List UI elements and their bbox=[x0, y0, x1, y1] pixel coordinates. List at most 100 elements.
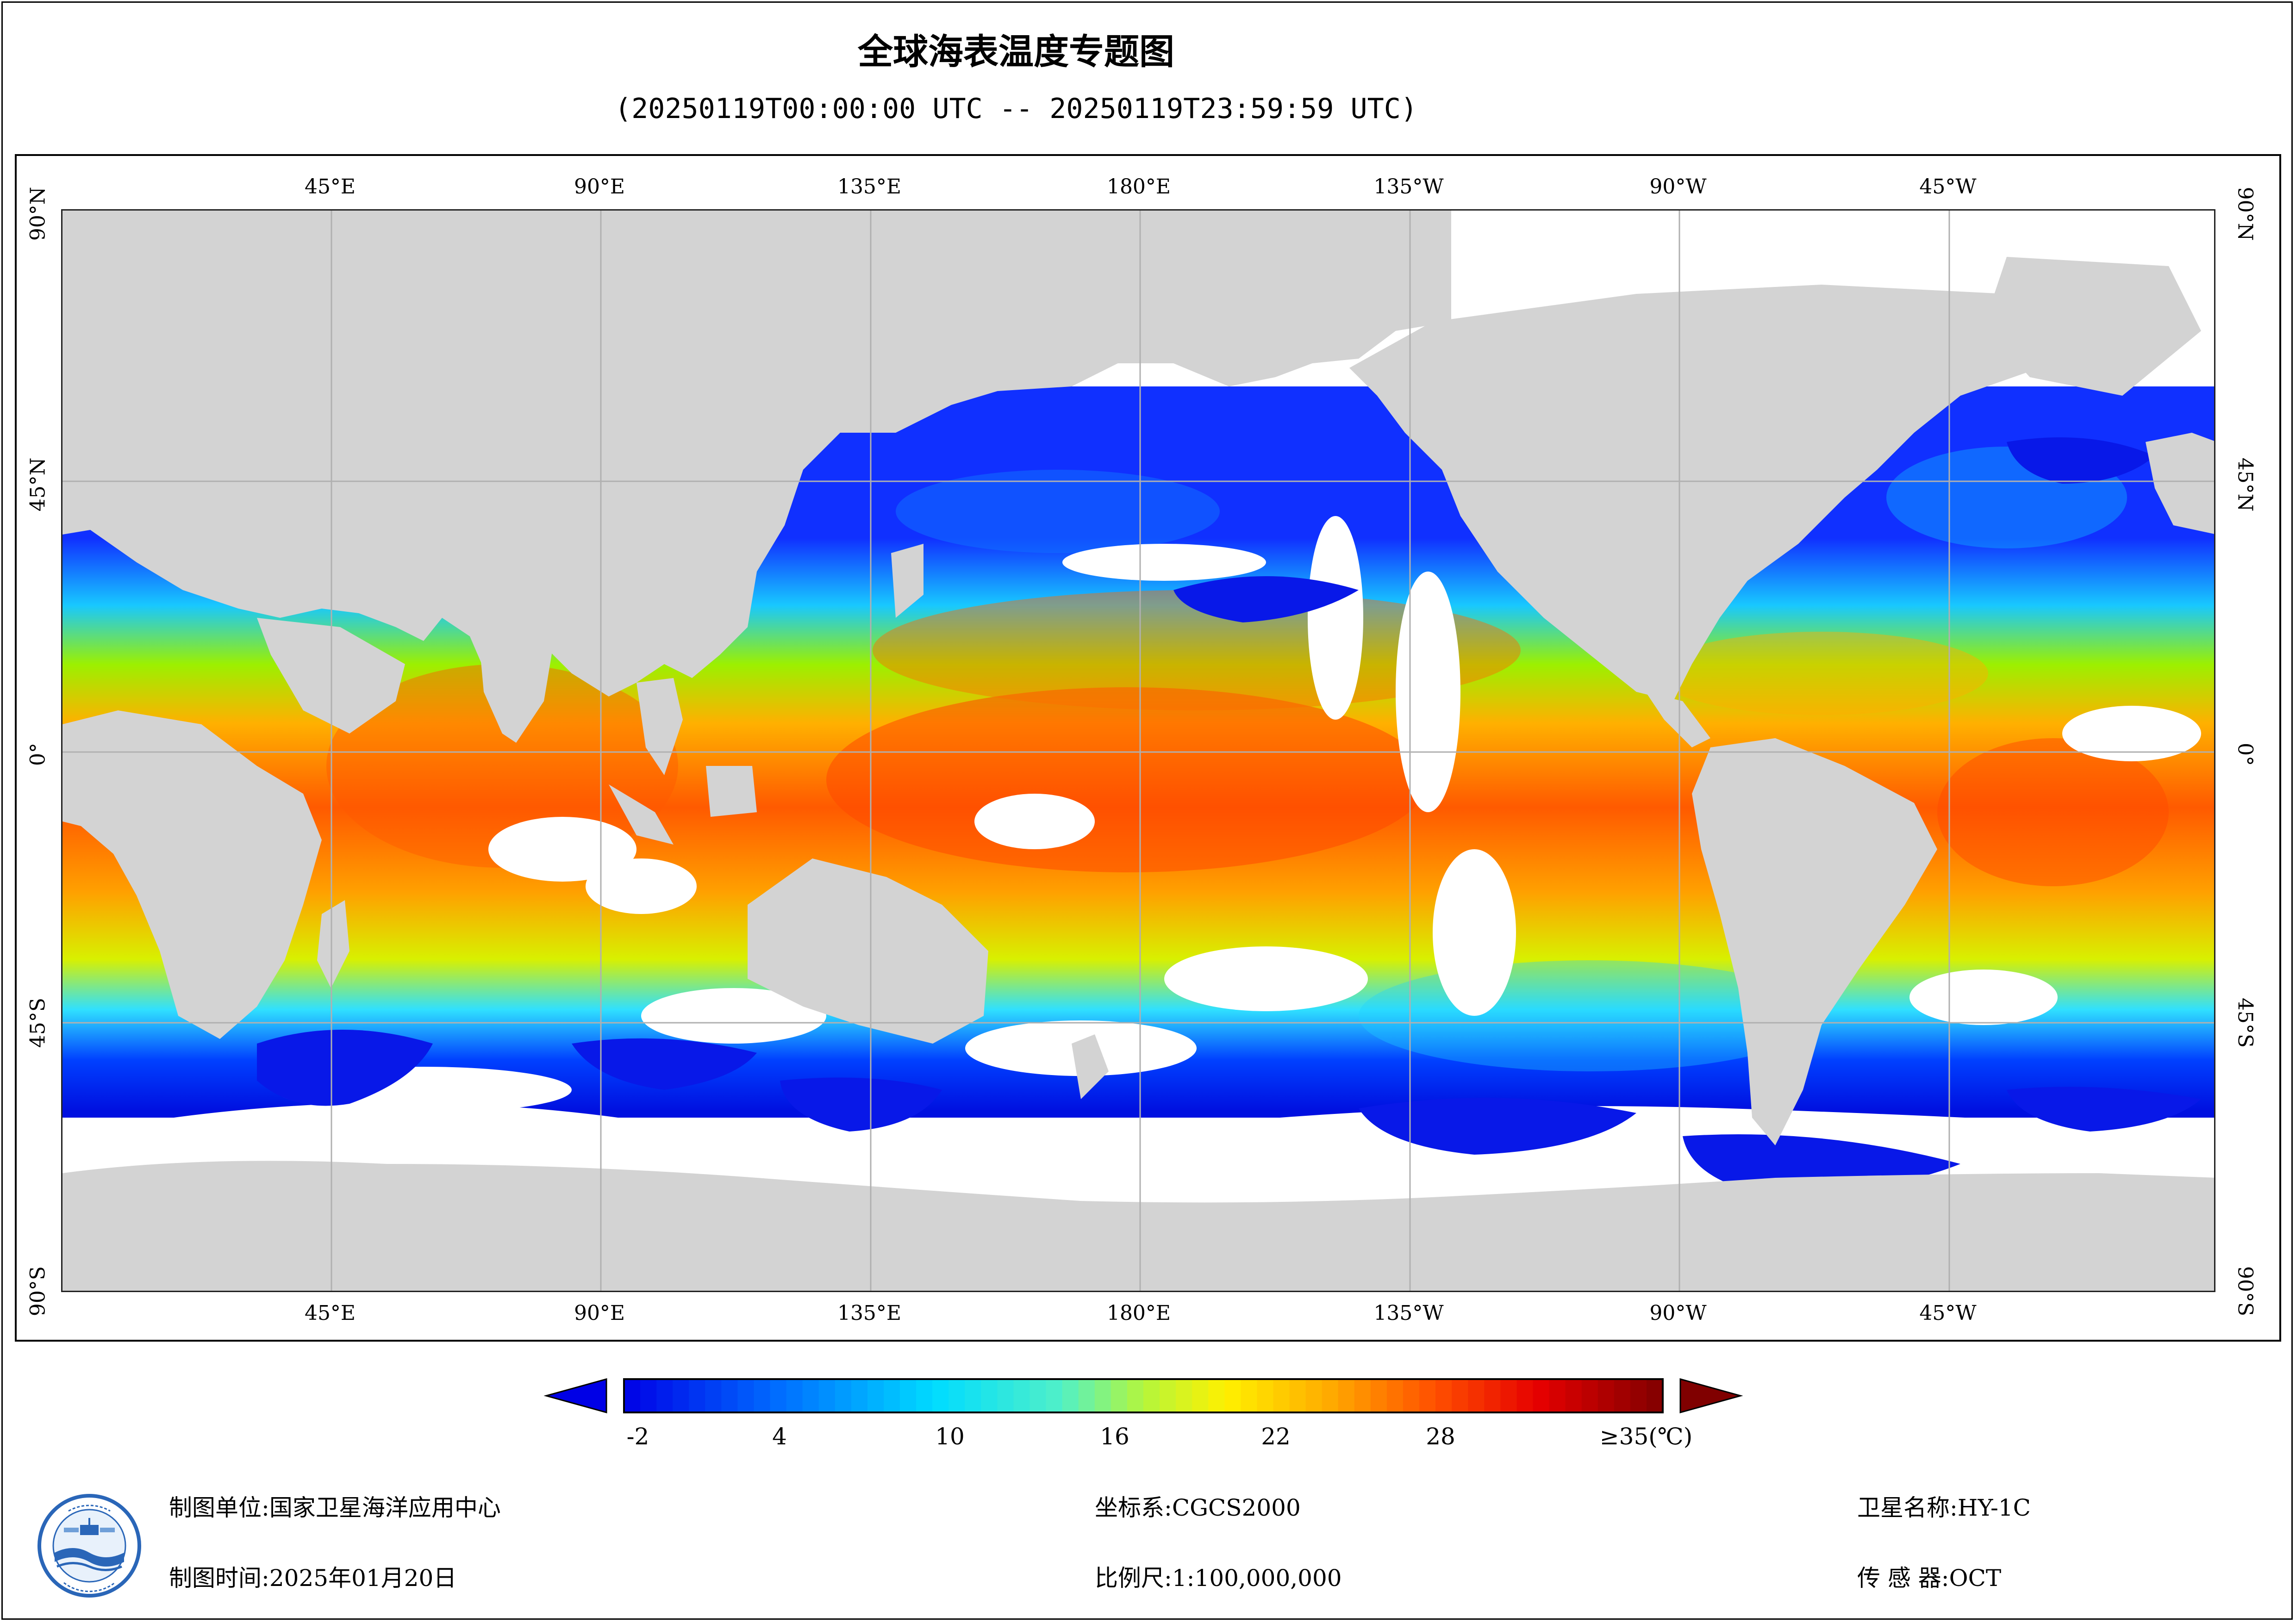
sensor-name: 传 感 器:OCT bbox=[1857, 1565, 2002, 1592]
satellite-name: 卫星名称:HY-1C bbox=[1857, 1494, 2031, 1521]
colorbar-tick-label: 10 bbox=[935, 1423, 965, 1450]
warm-band-north-atlantic bbox=[1655, 632, 1988, 715]
lon-label-top: 90°E bbox=[574, 175, 625, 199]
colorbar-segment bbox=[1386, 1379, 1404, 1412]
colorbar bbox=[542, 1374, 1745, 1444]
japan bbox=[891, 544, 923, 618]
colorbar-extend-low-arrow bbox=[543, 1378, 607, 1413]
coordinate-system: 坐标系:CGCS2000 bbox=[1095, 1494, 1301, 1521]
colorbar-tick-label: -2 bbox=[626, 1423, 649, 1450]
colorbar-segment bbox=[981, 1379, 998, 1412]
colorbar-segment bbox=[948, 1379, 965, 1412]
colorbar-segment bbox=[1143, 1379, 1160, 1412]
map-title: 全球海表温度专题图 bbox=[858, 31, 1174, 72]
greenland bbox=[1984, 257, 2201, 396]
colorbar-segment bbox=[1646, 1379, 1663, 1412]
colorbar-segment bbox=[851, 1379, 868, 1412]
logo-emblem bbox=[37, 1494, 141, 1598]
colorbar-segment bbox=[884, 1379, 900, 1412]
colorbar-segment bbox=[1111, 1379, 1128, 1412]
colorbar-segment bbox=[1370, 1379, 1387, 1412]
colorbar-segment bbox=[1176, 1379, 1192, 1412]
time-range-subtitle: (20250119T00:00:00 UTC -- 20250119T23:59… bbox=[615, 93, 1417, 125]
colorbar-segment bbox=[1452, 1379, 1468, 1412]
colorbar-segment bbox=[997, 1379, 1014, 1412]
colorbar-segment bbox=[1614, 1379, 1631, 1412]
africa bbox=[62, 710, 322, 1039]
lon-label-bottom: 45°W bbox=[1919, 1301, 1977, 1325]
colorbar-segment bbox=[900, 1379, 917, 1412]
colorbar-segment bbox=[1160, 1379, 1176, 1412]
colorbar-segment bbox=[656, 1379, 673, 1412]
warm-pool-atlantic bbox=[1937, 738, 2169, 886]
madagascar bbox=[317, 900, 349, 988]
central-america bbox=[1646, 692, 1710, 747]
colorbar-segment bbox=[835, 1379, 852, 1412]
colorbar-segment bbox=[1192, 1379, 1209, 1412]
colorbar-segment bbox=[1549, 1379, 1566, 1412]
lat-label-left: 45°S bbox=[26, 997, 50, 1048]
colorbar-extend-high-arrow bbox=[1679, 1378, 1743, 1413]
colorbar-segment bbox=[1630, 1379, 1647, 1412]
map-scale: 比例尺:1:100,000,000 bbox=[1095, 1565, 1342, 1592]
lon-label-bottom: 90°E bbox=[574, 1301, 625, 1325]
colorbar-segment bbox=[1403, 1379, 1420, 1412]
colorbar-segment bbox=[1354, 1379, 1371, 1412]
lon-label-bottom: 90°W bbox=[1649, 1301, 1707, 1325]
colorbar-segment bbox=[770, 1379, 787, 1412]
south-america bbox=[1692, 738, 1937, 1145]
sumatra bbox=[609, 784, 674, 845]
mapping-unit: 制图单位:国家卫星海洋应用中心 bbox=[169, 1494, 501, 1521]
warm-pool-indian bbox=[326, 664, 678, 868]
colorbar-tick-label: 28 bbox=[1426, 1423, 1455, 1450]
lat-label-left: 90°S bbox=[26, 1266, 50, 1317]
colorbar-segment bbox=[965, 1379, 981, 1412]
colorbar-segment bbox=[1273, 1379, 1290, 1412]
eurasia bbox=[62, 211, 1451, 701]
colorbar-segment bbox=[916, 1379, 933, 1412]
colorbar-segment bbox=[721, 1379, 738, 1412]
lon-label-bottom: 45°E bbox=[304, 1301, 356, 1325]
lon-label-top: 45°W bbox=[1919, 175, 1977, 199]
colorbar-segment bbox=[705, 1379, 722, 1412]
colorbar-segment bbox=[1062, 1379, 1079, 1412]
mapping-time: 制图时间:2025年01月20日 bbox=[169, 1565, 457, 1592]
colorbar-segment bbox=[867, 1379, 884, 1412]
new-zealand bbox=[1072, 1034, 1109, 1099]
indochina bbox=[636, 678, 683, 775]
india bbox=[479, 641, 553, 743]
lat-label-left: 45°N bbox=[26, 457, 50, 512]
lat-label-right: 45°S bbox=[2233, 997, 2257, 1048]
sst-map-svg bbox=[62, 211, 2214, 1291]
colorbar-tick-label: 4 bbox=[772, 1423, 787, 1450]
lat-label-right: 45°N bbox=[2233, 457, 2257, 512]
lat-label-right: 90°S bbox=[2233, 1266, 2257, 1317]
lon-label-bottom: 135°E bbox=[837, 1301, 902, 1325]
colorbar-segment bbox=[754, 1379, 771, 1412]
colorbar-segment bbox=[640, 1379, 657, 1412]
colorbar-segment bbox=[932, 1379, 949, 1412]
colorbar-segment bbox=[1338, 1379, 1355, 1412]
colorbar-segment bbox=[1046, 1379, 1063, 1412]
colorbar-segment bbox=[786, 1379, 803, 1412]
colorbar-segment bbox=[1094, 1379, 1111, 1412]
colorbar-segment bbox=[1533, 1379, 1550, 1412]
lon-label-top: 180°E bbox=[1106, 175, 1171, 199]
colorbar-segment bbox=[673, 1379, 689, 1412]
colorbar-segment bbox=[1484, 1379, 1501, 1412]
colorbar-segment bbox=[1208, 1379, 1225, 1412]
map-frame bbox=[15, 154, 2281, 1342]
lon-label-top: 45°E bbox=[304, 175, 356, 199]
lon-label-bottom: 180°E bbox=[1106, 1301, 1171, 1325]
north-america bbox=[1349, 285, 2099, 701]
colorbar-segment bbox=[1013, 1379, 1030, 1412]
lat-label-left: 90°N bbox=[26, 187, 50, 241]
colorbar-segment bbox=[1500, 1379, 1517, 1412]
colorbar-segment bbox=[1435, 1379, 1452, 1412]
colorbar-segment bbox=[1224, 1379, 1241, 1412]
europe-west bbox=[2146, 433, 2214, 534]
nsoas-logo bbox=[36, 1492, 143, 1599]
colorbar-svg bbox=[543, 1378, 1743, 1413]
lon-label-top: 135°W bbox=[1373, 175, 1444, 199]
